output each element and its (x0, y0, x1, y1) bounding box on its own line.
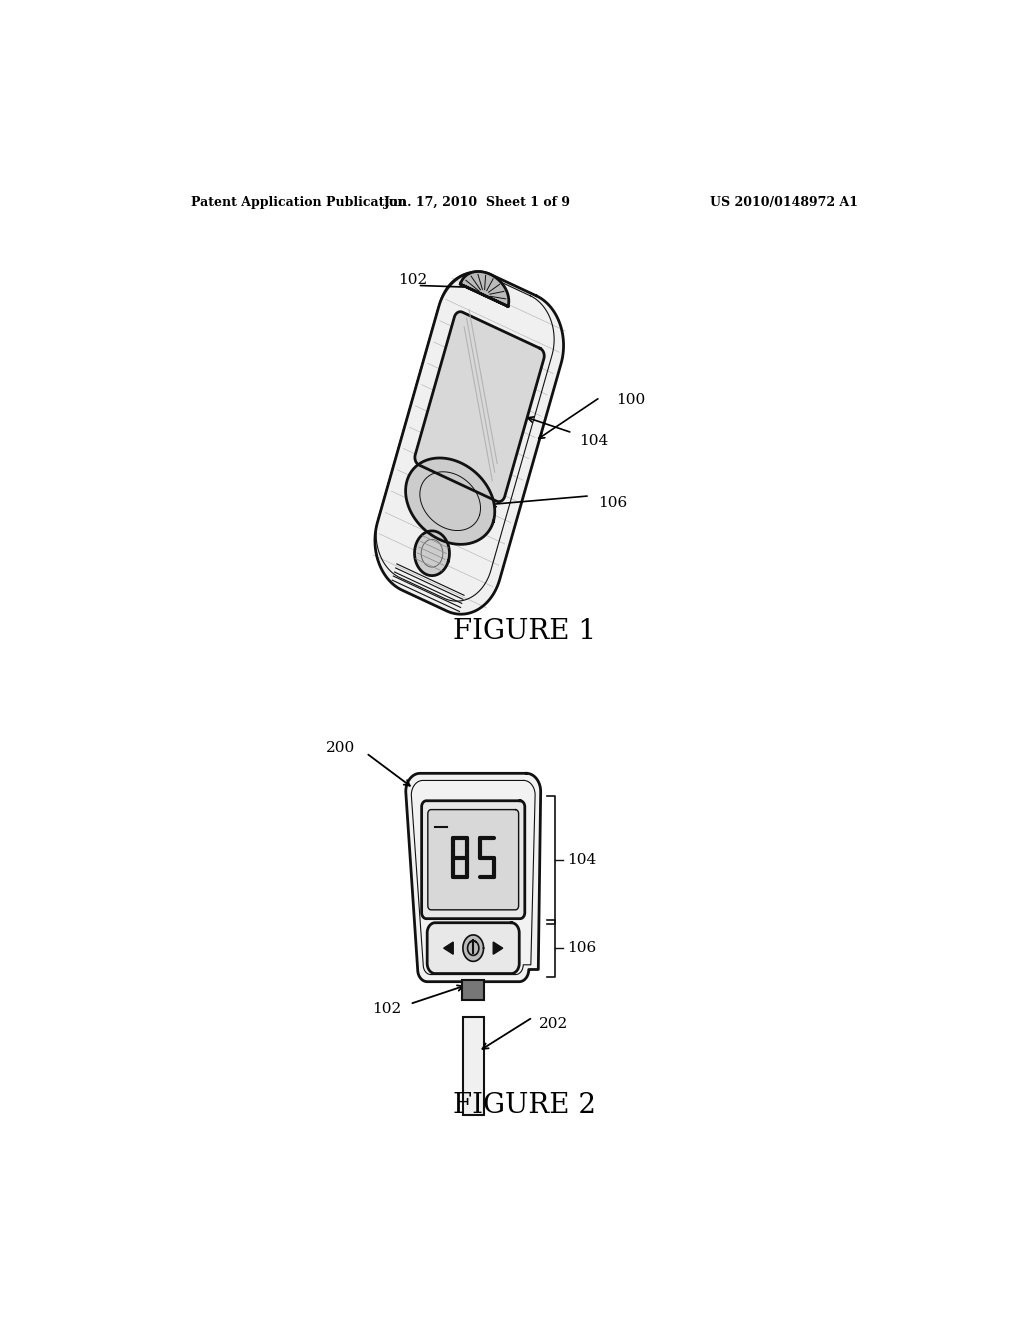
Polygon shape (406, 458, 495, 544)
Text: 202: 202 (539, 1018, 568, 1031)
Bar (462, 979, 484, 1001)
Polygon shape (422, 801, 524, 919)
Text: 100: 100 (616, 393, 645, 408)
Polygon shape (443, 942, 454, 954)
Text: 106: 106 (598, 496, 627, 510)
Bar (463, 1018, 483, 1115)
Text: 106: 106 (567, 941, 596, 956)
Polygon shape (461, 272, 509, 306)
Polygon shape (428, 809, 518, 909)
Text: 104: 104 (579, 434, 608, 447)
Polygon shape (415, 312, 544, 502)
Text: FIGURE 1: FIGURE 1 (454, 618, 596, 644)
Polygon shape (406, 774, 541, 982)
Text: 200: 200 (327, 741, 355, 755)
Text: Patent Application Publication: Patent Application Publication (191, 195, 407, 209)
Text: 104: 104 (567, 853, 596, 867)
Text: 102: 102 (397, 273, 427, 288)
Text: US 2010/0148972 A1: US 2010/0148972 A1 (710, 195, 858, 209)
Polygon shape (427, 923, 519, 974)
Polygon shape (463, 935, 483, 961)
Text: FIGURE 2: FIGURE 2 (454, 1092, 596, 1119)
Text: Jun. 17, 2010  Sheet 1 of 9: Jun. 17, 2010 Sheet 1 of 9 (384, 195, 570, 209)
Polygon shape (415, 531, 450, 576)
Text: 102: 102 (373, 1002, 401, 1016)
Polygon shape (375, 272, 563, 614)
Polygon shape (494, 942, 503, 954)
